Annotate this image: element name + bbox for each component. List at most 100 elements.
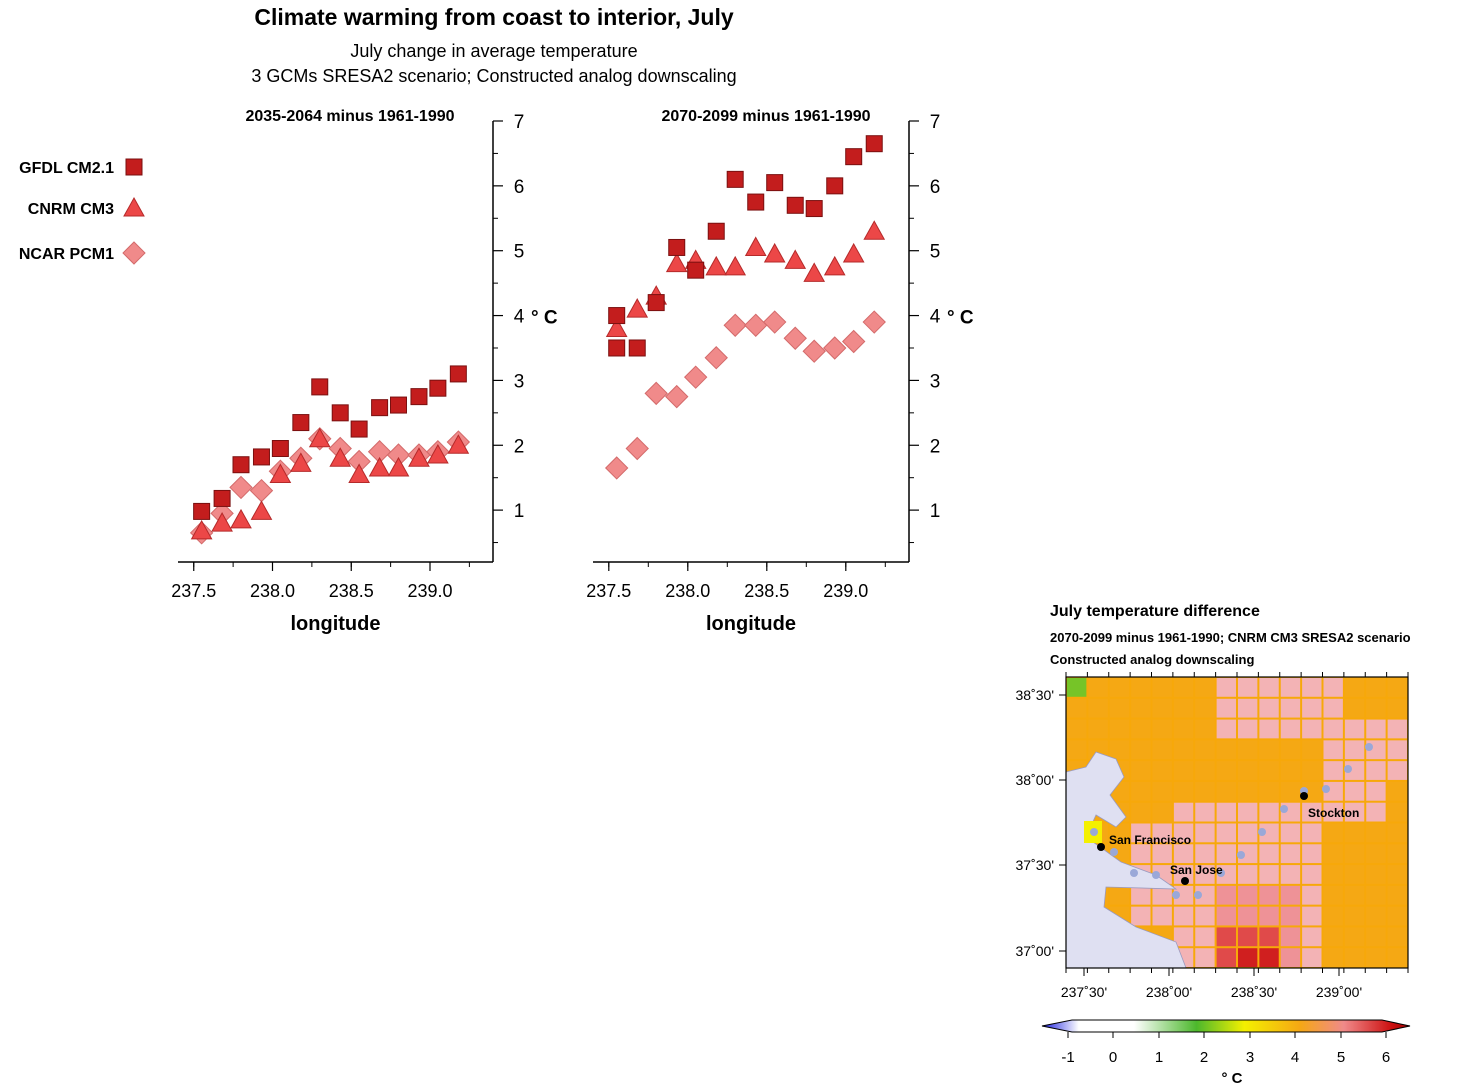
map-cell bbox=[1216, 885, 1236, 905]
map-cell bbox=[1344, 948, 1365, 967]
map-cell bbox=[1109, 678, 1130, 697]
map-cell bbox=[1216, 761, 1236, 780]
data-point-diamond bbox=[644, 381, 668, 406]
grid-point bbox=[1110, 848, 1118, 856]
map-cell bbox=[1216, 927, 1236, 947]
map-cell bbox=[1195, 823, 1215, 843]
map-cell bbox=[1259, 948, 1279, 967]
data-point-triangle bbox=[665, 252, 688, 273]
data-point-square bbox=[687, 261, 705, 279]
map-cell bbox=[1323, 719, 1343, 739]
colorbar-tick-label: 6 bbox=[1382, 1049, 1390, 1066]
map-cell bbox=[1109, 698, 1130, 718]
y-axis-title: ° C bbox=[531, 308, 558, 329]
map-panel: July temperature difference 2070-2099 min… bbox=[1016, 603, 1411, 1087]
y-tick-label: 7 bbox=[514, 112, 525, 133]
grid-point bbox=[1258, 828, 1266, 836]
map-cell bbox=[1259, 740, 1279, 760]
y-tick-label: 3 bbox=[930, 371, 941, 392]
map-cell bbox=[1131, 823, 1151, 843]
data-point-triangle bbox=[803, 262, 826, 282]
data-point-square bbox=[845, 148, 863, 166]
data-point-square bbox=[826, 177, 844, 195]
map-cell bbox=[1195, 698, 1215, 718]
map-cell bbox=[1280, 678, 1301, 697]
lon-label: 239˚00' bbox=[1316, 984, 1362, 1000]
series-diamond bbox=[604, 310, 886, 480]
data-point-triangle bbox=[230, 508, 252, 529]
data-point-square bbox=[213, 489, 231, 507]
colorbar-tick-label: -1 bbox=[1061, 1049, 1074, 1066]
y-tick-label: 7 bbox=[930, 112, 941, 133]
map-cell bbox=[1302, 802, 1322, 822]
colorbar-unit: ° C bbox=[1222, 1070, 1243, 1087]
grid-point bbox=[1194, 891, 1202, 899]
map-cell bbox=[1280, 823, 1301, 843]
data-point-diamond bbox=[665, 384, 689, 409]
map-cell bbox=[1173, 802, 1194, 822]
map-cell bbox=[1259, 823, 1279, 843]
data-point-square bbox=[292, 414, 310, 432]
map-cell bbox=[1259, 698, 1279, 718]
data-point-diamond bbox=[229, 475, 253, 500]
map-cell bbox=[1152, 719, 1172, 739]
data-point-diamond bbox=[802, 339, 826, 363]
map-cell bbox=[1323, 740, 1343, 760]
map-cell bbox=[1366, 781, 1386, 801]
y-tick-label: 2 bbox=[514, 436, 525, 457]
legend-item: NCAR PCM1 bbox=[19, 241, 146, 265]
x-tick-label: 239.0 bbox=[823, 581, 868, 601]
map-cell bbox=[1259, 761, 1279, 780]
map-cell bbox=[1366, 885, 1386, 905]
map-cell bbox=[1195, 719, 1215, 739]
map-cell bbox=[1323, 761, 1343, 780]
data-point-triangle bbox=[626, 298, 649, 318]
map-cell bbox=[1366, 678, 1386, 697]
map-cell bbox=[1344, 678, 1365, 697]
map-cell bbox=[1366, 844, 1386, 864]
panel-title: 2070-2099 minus 1961-1990 bbox=[661, 108, 870, 125]
data-point-triangle bbox=[863, 220, 886, 240]
data-point-square bbox=[311, 378, 329, 396]
map-cell bbox=[1195, 865, 1215, 884]
map-cell bbox=[1387, 865, 1407, 884]
data-point-triangle bbox=[784, 249, 807, 269]
map-cell bbox=[1216, 948, 1236, 967]
panel-title: 2035-2064 minus 1961-1990 bbox=[245, 108, 454, 125]
map-cell bbox=[1131, 885, 1151, 905]
page-title: Climate warming from coast to interior, … bbox=[254, 4, 734, 30]
map-cell bbox=[1302, 719, 1322, 739]
map-cell bbox=[1109, 885, 1130, 905]
map-cell bbox=[1238, 740, 1258, 760]
map-cell bbox=[1366, 698, 1386, 718]
data-point-square bbox=[193, 502, 211, 520]
map-cell bbox=[1216, 781, 1236, 801]
map-cell bbox=[1195, 906, 1215, 926]
map-cell bbox=[1238, 802, 1258, 822]
series-triangle bbox=[605, 220, 886, 338]
legend: GFDL CM2.1 CNRM CM3 NCAR PCM1 bbox=[19, 158, 146, 265]
map-cell bbox=[1302, 761, 1322, 780]
y-tick-label: 3 bbox=[514, 371, 525, 392]
data-point-triangle bbox=[190, 519, 213, 540]
data-point-square bbox=[786, 196, 804, 214]
map-cell bbox=[1344, 719, 1365, 739]
map-subtitle-2: Constructed analog downscaling bbox=[1050, 652, 1254, 667]
map-cell bbox=[1366, 823, 1386, 843]
map-cell bbox=[1323, 948, 1343, 967]
data-point-triangle bbox=[823, 255, 846, 276]
map-cell bbox=[1387, 761, 1407, 780]
data-point-square bbox=[766, 174, 784, 192]
grid-point bbox=[1344, 765, 1352, 773]
map-cell bbox=[1131, 761, 1151, 780]
chart-panel-1: 2035-2064 minus 1961-1990 237.5 238.0 238.5… bbox=[171, 108, 558, 635]
map-cell bbox=[1216, 719, 1236, 739]
map-cell bbox=[1152, 698, 1172, 718]
data-point-diamond bbox=[783, 326, 807, 350]
map-cell bbox=[1387, 698, 1407, 718]
map-cell bbox=[1366, 948, 1386, 967]
grid-point bbox=[1322, 785, 1330, 793]
map-cell bbox=[1173, 761, 1194, 780]
colorbar bbox=[1041, 1019, 1411, 1033]
grid-point bbox=[1365, 743, 1373, 751]
